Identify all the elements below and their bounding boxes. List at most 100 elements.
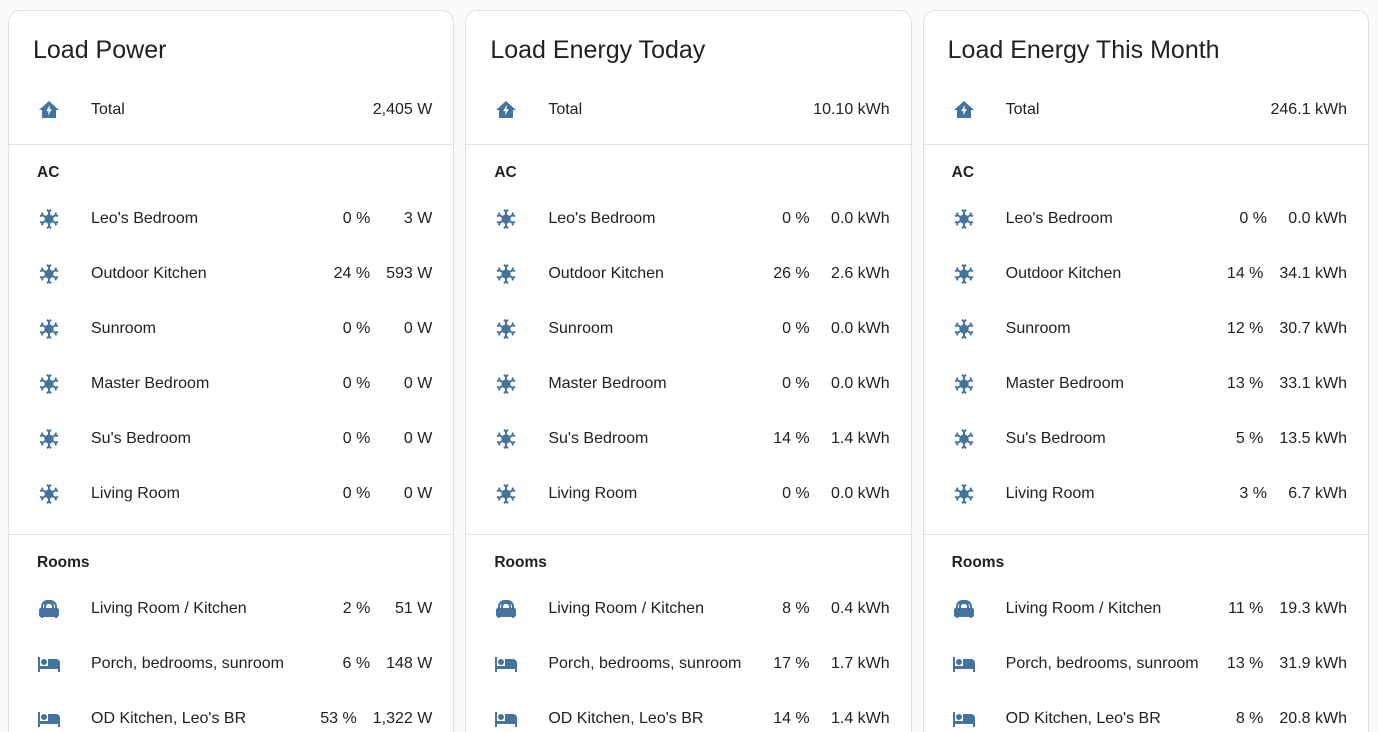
entity-row[interactable]: Porch, bedrooms, sunroom 17 % 1.7 kWh bbox=[466, 636, 910, 691]
card-title: Load Energy Today bbox=[490, 36, 706, 64]
entity-name: Master Bedroom bbox=[548, 374, 667, 392]
entity-name: OD Kitchen, Leo's BR bbox=[91, 709, 247, 727]
entity-name: Outdoor Kitchen bbox=[91, 264, 207, 282]
bed-icon bbox=[37, 707, 61, 731]
snowflake-icon bbox=[952, 262, 976, 286]
snowflake-icon bbox=[37, 207, 61, 231]
entity-row[interactable]: Su's Bedroom 0 % 0 W bbox=[9, 411, 453, 466]
entity-value: 19.3 kWh bbox=[1279, 599, 1347, 617]
entity-row[interactable]: Outdoor Kitchen 24 % 593 W bbox=[9, 246, 453, 301]
entity-row[interactable]: Sunroom 12 % 30.7 kWh bbox=[924, 301, 1368, 356]
section-ac: AC Leo's Bedroom 0 % 0.0 kWh Outdoor Kit… bbox=[924, 145, 1368, 534]
entity-row[interactable]: Porch, bedrooms, sunroom 6 % 148 W bbox=[9, 636, 453, 691]
entity-percent: 2 % bbox=[342, 599, 371, 617]
snowflake-icon bbox=[494, 262, 518, 286]
entity-row[interactable]: Su's Bedroom 14 % 1.4 kWh bbox=[466, 411, 910, 466]
entity-row[interactable]: Leo's Bedroom 0 % 0.0 kWh bbox=[924, 191, 1368, 246]
entity-percent: 0 % bbox=[1239, 209, 1267, 227]
entity-row[interactable]: Master Bedroom 0 % 0.0 kWh bbox=[466, 356, 910, 411]
snowflake-icon bbox=[494, 372, 518, 396]
divider bbox=[9, 534, 454, 535]
entity-value: 0.0 kWh bbox=[830, 209, 890, 227]
entity-row[interactable]: Living Room 0 % 0.0 kWh bbox=[466, 466, 910, 521]
entity-value: 13.5 kWh bbox=[1279, 429, 1347, 447]
entity-row[interactable]: Outdoor Kitchen 26 % 2.6 kWh bbox=[466, 246, 910, 301]
entity-row[interactable]: Living Room 3 % 6.7 kWh bbox=[924, 466, 1368, 521]
entity-row[interactable]: Living Room / Kitchen 11 % 19.3 kWh bbox=[924, 581, 1368, 636]
entity-name: Su's Bedroom bbox=[1005, 429, 1106, 447]
snowflake-icon bbox=[952, 427, 976, 451]
entity-row[interactable]: Leo's Bedroom 0 % 0.0 kWh bbox=[466, 191, 910, 246]
entity-row[interactable]: Living Room / Kitchen 8 % 0.4 kWh bbox=[466, 581, 910, 636]
entity-percent: 53 % bbox=[320, 709, 357, 727]
snowflake-icon bbox=[952, 372, 976, 396]
total-value: 2,405 W bbox=[372, 101, 433, 118]
bed-icon bbox=[494, 707, 518, 731]
entity-percent: 0 % bbox=[342, 429, 371, 447]
entity-value: 33.1 kWh bbox=[1279, 374, 1347, 392]
entity-percent: 13 % bbox=[1226, 374, 1264, 392]
entity-row[interactable]: OD Kitchen, Leo's BR 8 % 20.8 kWh bbox=[924, 691, 1368, 732]
bed-icon bbox=[952, 652, 976, 676]
section-rooms: Rooms Living Room / Kitchen 8 % 0.4 kWh … bbox=[466, 535, 910, 732]
entity-row[interactable]: Sunroom 0 % 0.0 kWh bbox=[466, 301, 910, 356]
entity-row[interactable]: Sunroom 0 % 0 W bbox=[9, 301, 453, 356]
entity-row[interactable]: Porch, bedrooms, sunroom 13 % 31.9 kWh bbox=[924, 636, 1368, 691]
section-header: AC bbox=[37, 164, 60, 181]
entity-name: Master Bedroom bbox=[91, 374, 210, 392]
entity-percent: 11 % bbox=[1228, 599, 1264, 617]
entity-value: 0 W bbox=[403, 429, 433, 447]
total-row[interactable]: Total 10.10 kWh bbox=[466, 82, 910, 138]
entity-row[interactable]: OD Kitchen, Leo's BR 14 % 1.4 kWh bbox=[466, 691, 910, 732]
divider bbox=[466, 534, 911, 535]
entity-percent: 0 % bbox=[782, 374, 810, 392]
bed-icon bbox=[37, 652, 61, 676]
snowflake-icon bbox=[37, 317, 61, 341]
entity-percent: 24 % bbox=[333, 264, 371, 282]
entity-row[interactable]: Master Bedroom 13 % 33.1 kWh bbox=[924, 356, 1368, 411]
entity-value: 1.4 kWh bbox=[830, 429, 890, 447]
entity-name: Living Room / Kitchen bbox=[1005, 599, 1162, 617]
entity-name: Leo's Bedroom bbox=[1005, 209, 1113, 227]
entity-value: 3 W bbox=[403, 209, 433, 227]
total-row[interactable]: Total 2,405 W bbox=[9, 82, 453, 138]
entity-row[interactable]: Living Room 0 % 0 W bbox=[9, 466, 453, 521]
entity-name: Master Bedroom bbox=[1005, 374, 1124, 392]
entity-value: 593 W bbox=[386, 264, 433, 282]
snowflake-icon bbox=[494, 427, 518, 451]
entity-percent: 14 % bbox=[1226, 264, 1264, 282]
total-value: 10.10 kWh bbox=[813, 101, 890, 118]
card-load-energy-this-month: Load Energy This Month Total 246.1 kWh A… bbox=[922, 10, 1369, 732]
entity-row[interactable]: Outdoor Kitchen 14 % 34.1 kWh bbox=[924, 246, 1368, 301]
entity-value: 148 W bbox=[386, 654, 433, 672]
entity-row[interactable]: OD Kitchen, Leo's BR 53 % 1,322 W bbox=[9, 691, 453, 732]
entity-row[interactable]: Living Room / Kitchen 2 % 51 W bbox=[9, 581, 453, 636]
entity-row[interactable]: Su's Bedroom 5 % 13.5 kWh bbox=[924, 411, 1368, 466]
section-rooms: Rooms Living Room / Kitchen 11 % 19.3 kW… bbox=[924, 535, 1368, 732]
entity-name: Su's Bedroom bbox=[548, 429, 649, 447]
snowflake-icon bbox=[494, 207, 518, 231]
entity-value: 2.6 kWh bbox=[830, 264, 890, 282]
entity-percent: 8 % bbox=[1235, 709, 1264, 727]
entity-value: 0 W bbox=[403, 374, 433, 392]
entity-percent: 8 % bbox=[782, 599, 810, 617]
entity-name: Living Room bbox=[548, 484, 638, 502]
bed-icon bbox=[952, 707, 976, 731]
entity-name: Living Room / Kitchen bbox=[548, 599, 704, 617]
entity-row[interactable]: Master Bedroom 0 % 0 W bbox=[9, 356, 453, 411]
entity-value: 1.7 kWh bbox=[830, 654, 890, 672]
card-load-energy-today: Load Energy Today Total 10.10 kWh AC Leo… bbox=[465, 10, 912, 732]
entity-name: Su's Bedroom bbox=[91, 429, 191, 447]
section-header: Rooms bbox=[494, 554, 547, 571]
total-value: 246.1 kWh bbox=[1270, 101, 1347, 118]
entity-value: 20.8 kWh bbox=[1279, 709, 1347, 727]
entity-value: 51 W bbox=[394, 599, 433, 617]
total-row[interactable]: Total 246.1 kWh bbox=[924, 82, 1368, 138]
divider bbox=[9, 144, 454, 145]
entity-value: 1.4 kWh bbox=[830, 709, 890, 727]
entity-value: 0 W bbox=[403, 319, 433, 337]
total-label: Total bbox=[1005, 101, 1040, 118]
entity-row[interactable]: Leo's Bedroom 0 % 3 W bbox=[9, 191, 453, 246]
card-load-power: Load Power Total 2,405 W AC Leo's Bedroo… bbox=[8, 10, 455, 732]
